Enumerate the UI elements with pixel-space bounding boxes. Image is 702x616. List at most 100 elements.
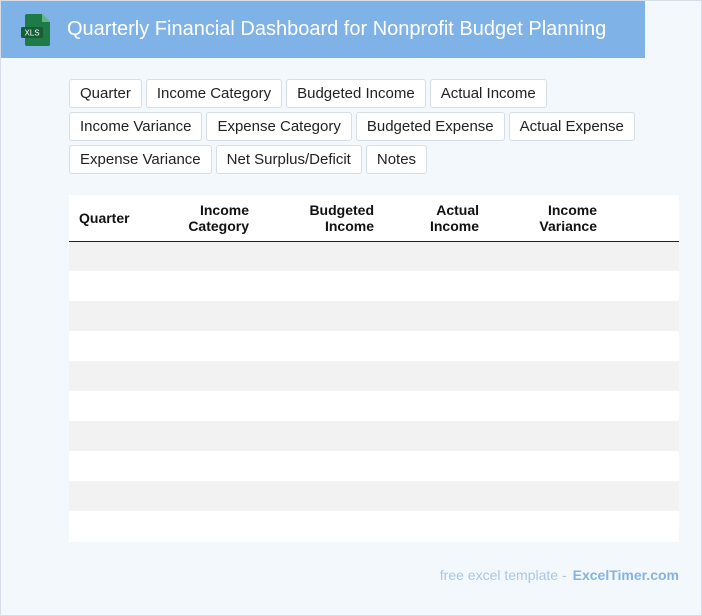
column-header-line1: Actual xyxy=(436,201,479,218)
table-row xyxy=(69,361,679,391)
table-cell[interactable] xyxy=(384,271,489,301)
table-cell[interactable] xyxy=(489,451,607,481)
table-cell[interactable] xyxy=(259,481,384,511)
table-cell[interactable] xyxy=(384,421,489,451)
column-header-line1: Income xyxy=(199,201,249,218)
column-header[interactable]: Quarter xyxy=(69,195,149,242)
table-cell[interactable] xyxy=(489,331,607,361)
table-cell[interactable] xyxy=(607,511,679,541)
table-row xyxy=(69,451,679,481)
table-cell[interactable] xyxy=(607,391,679,421)
table-cell[interactable] xyxy=(384,301,489,331)
column-chip[interactable]: Expense Category xyxy=(206,112,352,141)
column-chip-list: Quarter Income Category Budgeted Income Act… xyxy=(69,79,681,174)
column-chip[interactable]: Notes xyxy=(365,145,428,174)
table-cell[interactable] xyxy=(149,241,259,271)
table-cell[interactable] xyxy=(384,331,489,361)
table-cell[interactable] xyxy=(259,451,384,481)
table-cell[interactable] xyxy=(259,241,384,271)
column-chip[interactable]: Budgeted Income xyxy=(286,79,426,108)
table-cell[interactable] xyxy=(149,301,259,331)
column-chip[interactable]: Net Surplus/Deficit xyxy=(215,145,362,174)
table-cell[interactable] xyxy=(69,391,149,421)
table-cell[interactable] xyxy=(69,481,149,511)
table-cell[interactable] xyxy=(149,481,259,511)
column-header[interactable]: Income Category xyxy=(149,195,259,242)
table-row xyxy=(69,241,679,271)
table-cell[interactable] xyxy=(489,421,607,451)
table-cell[interactable] xyxy=(489,241,607,271)
table-header-row: Quarter Income Category Budgeted Income Actua… xyxy=(69,195,679,242)
table-cell[interactable] xyxy=(259,331,384,361)
table-cell[interactable] xyxy=(489,391,607,421)
table-cell[interactable] xyxy=(149,511,259,541)
table-cell[interactable] xyxy=(259,271,384,301)
table-cell[interactable] xyxy=(149,421,259,451)
footer-text: free excel template - xyxy=(439,567,567,583)
column-header-line1: Expense xyxy=(617,202,679,218)
table-cell[interactable] xyxy=(149,271,259,301)
column-header[interactable]: Income Variance xyxy=(489,195,607,242)
table-row xyxy=(69,331,679,361)
column-header-line2: Income xyxy=(324,217,374,234)
column-header-line1: Income xyxy=(547,201,597,218)
data-table: Quarter Income Category Budgeted Income Actua… xyxy=(69,195,679,541)
table-cell[interactable] xyxy=(69,511,149,541)
table-cell[interactable] xyxy=(607,241,679,271)
table-cell[interactable] xyxy=(607,271,679,301)
table-cell[interactable] xyxy=(69,451,149,481)
column-chip[interactable]: Budgeted Expense xyxy=(355,112,505,141)
column-chip[interactable]: Quarter xyxy=(69,79,142,108)
table-cell[interactable] xyxy=(69,331,149,361)
column-chip[interactable]: Expense Variance xyxy=(69,145,212,174)
table-cell[interactable] xyxy=(607,331,679,361)
table-cell[interactable] xyxy=(384,451,489,481)
footer-credit: free excel template - ExcelTimer.com xyxy=(440,567,679,583)
table-row xyxy=(69,481,679,511)
table-row xyxy=(69,271,679,301)
column-header-line2: Category xyxy=(617,218,679,234)
table-cell[interactable] xyxy=(489,271,607,301)
column-chip[interactable]: Income Category xyxy=(145,79,283,108)
table-cell[interactable] xyxy=(607,301,679,331)
table-cell[interactable] xyxy=(149,331,259,361)
column-header[interactable]: Budgeted Income xyxy=(259,195,384,242)
column-chip[interactable]: Actual Expense xyxy=(508,112,635,141)
table-cell[interactable] xyxy=(489,361,607,391)
table-cell[interactable] xyxy=(69,361,149,391)
footer-brand-link[interactable]: ExcelTimer.com xyxy=(572,567,679,583)
table-cell[interactable] xyxy=(384,391,489,421)
column-chip[interactable]: Income Variance xyxy=(69,112,203,141)
table-cell[interactable] xyxy=(259,511,384,541)
table-cell[interactable] xyxy=(69,421,149,451)
column-header[interactable]: Actual Income xyxy=(384,195,489,242)
table-cell[interactable] xyxy=(259,301,384,331)
table-cell[interactable] xyxy=(69,241,149,271)
table-cell[interactable] xyxy=(489,511,607,541)
table-cell[interactable] xyxy=(489,481,607,511)
table-cell[interactable] xyxy=(607,481,679,511)
column-header-line1: Budgeted xyxy=(309,201,374,218)
table-cell[interactable] xyxy=(149,391,259,421)
table-cell[interactable] xyxy=(384,241,489,271)
table-cell[interactable] xyxy=(69,301,149,331)
excel-file-icon: XLS xyxy=(21,14,50,46)
table-cell[interactable] xyxy=(384,481,489,511)
table-cell[interactable] xyxy=(259,391,384,421)
table-cell[interactable] xyxy=(384,511,489,541)
table-cell[interactable] xyxy=(489,301,607,331)
table-cell[interactable] xyxy=(607,361,679,391)
table-cell[interactable] xyxy=(69,271,149,301)
table-cell[interactable] xyxy=(384,361,489,391)
table-cell[interactable] xyxy=(259,361,384,391)
table-cell[interactable] xyxy=(149,451,259,481)
table-cell[interactable] xyxy=(607,451,679,481)
table-cell[interactable] xyxy=(149,361,259,391)
column-chip[interactable]: Actual Income xyxy=(429,79,547,108)
table-cell[interactable] xyxy=(259,421,384,451)
table-cell[interactable] xyxy=(607,421,679,451)
title-bar: XLS Quarterly Financial Dashboard for No… xyxy=(1,1,645,58)
table-row xyxy=(69,511,679,541)
